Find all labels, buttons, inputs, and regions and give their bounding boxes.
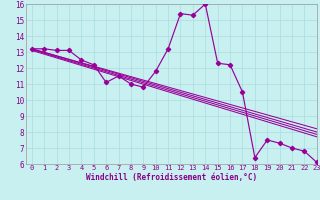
- X-axis label: Windchill (Refroidissement éolien,°C): Windchill (Refroidissement éolien,°C): [86, 173, 257, 182]
